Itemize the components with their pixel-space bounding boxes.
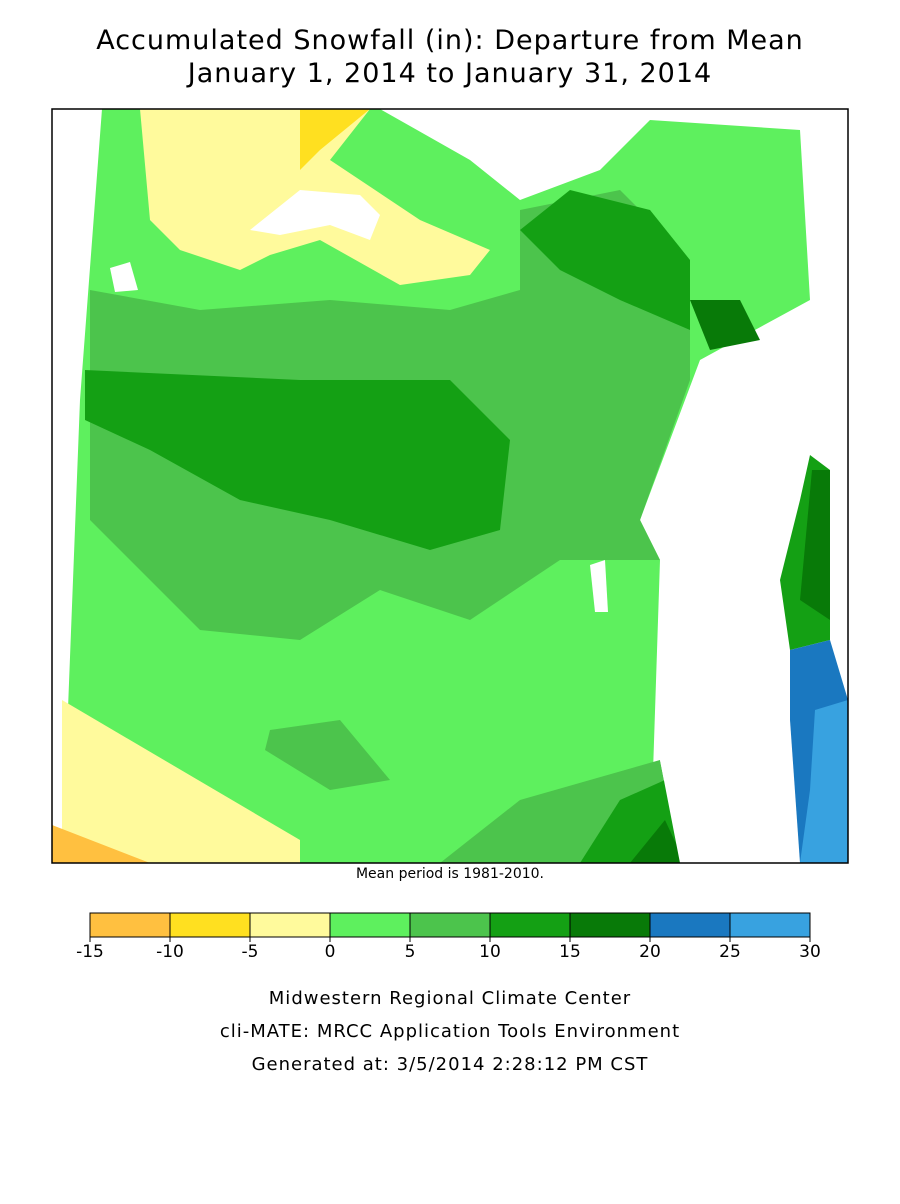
note: Mean period is 1981-2010. [356,866,544,882]
legend-swatch [329,912,411,938]
map [51,108,849,864]
title-line: Accumulated Snowfall (in): Departure fro… [96,25,804,56]
legend-swatch [409,912,491,938]
legend-swatch [569,912,651,938]
footer-line: cli-MATE: MRCC Application Tools Environ… [220,1021,680,1042]
legend-swatch [489,912,571,938]
legend-tick-label: 20 [639,942,661,962]
legend-swatch [249,912,331,938]
color-legend: -15 -10 -5 0 5 10 15 20 25 30 [76,912,821,962]
legend-tick-label: 15 [559,942,581,962]
legend-swatch [169,912,251,938]
legend-tick-label: 5 [405,942,416,962]
legend-swatch [89,912,171,938]
legend-tick-label: -15 [76,942,104,962]
footer-line: Generated at: 3/5/2014 2:28:12 PM CST [252,1054,649,1075]
legend-tick-label: 25 [719,942,741,962]
footer-line: Midwestern Regional Climate Center [269,988,631,1009]
legend-tick-label: 0 [325,942,336,962]
legend-swatch [729,912,811,938]
legend-swatch [649,912,731,938]
title-line: January 1, 2014 to January 31, 2014 [186,58,712,89]
legend-tick-label: -10 [156,942,184,962]
legend-tick-label: -5 [242,942,259,962]
legend-tick-label: 30 [799,942,821,962]
legend-tick-label: 10 [479,942,501,962]
